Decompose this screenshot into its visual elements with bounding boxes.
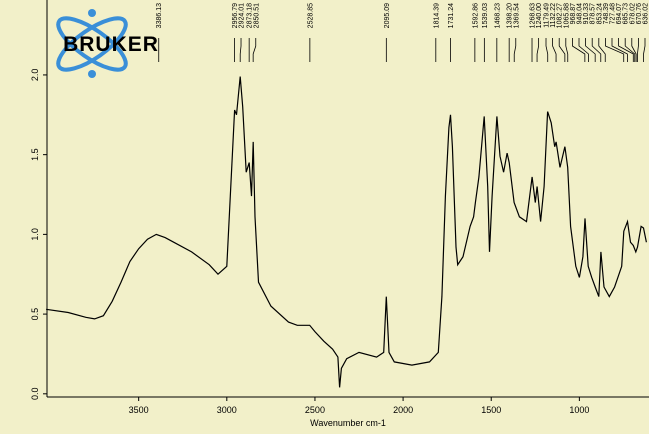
peak-label: 1065.88: [563, 3, 570, 28]
peak-label: 636.02: [643, 3, 649, 25]
spectrum-line: [46, 76, 647, 388]
peak-label: 694.07: [616, 3, 623, 25]
peak-marker: [624, 38, 636, 62]
peak-marker: [545, 38, 549, 62]
y-tick-label: 0.5: [30, 308, 40, 321]
x-tick-label: 3000: [217, 405, 237, 415]
peak-label: 968.87: [570, 3, 577, 25]
peak-marker: [572, 38, 586, 62]
peak-label: 1592.86: [472, 3, 479, 28]
peak-label: 1082.27: [557, 3, 564, 28]
y-tick-label: 1.5: [30, 148, 40, 161]
peak-marker: [513, 38, 517, 62]
peak-marker: [643, 38, 646, 62]
peak-label: 2850.51: [253, 3, 260, 28]
peak-marker: [611, 38, 628, 62]
peak-label: 2528.85: [307, 3, 314, 28]
peak-label: 1369.54: [513, 3, 520, 28]
x-tick-label: 1500: [481, 405, 501, 415]
peak-label: 2956.79: [232, 3, 239, 28]
x-axis-label: Wavenumber cm-1: [310, 418, 386, 428]
peak-marker: [558, 38, 566, 62]
peak-label: 727.48: [610, 3, 617, 25]
peak-label: 1132.22: [550, 3, 557, 28]
peak-label: 1268.63: [530, 3, 537, 28]
peak-label: 1731.24: [448, 3, 455, 28]
peak-marker: [536, 38, 540, 62]
peak-label: 1240.00: [536, 3, 543, 28]
x-tick-label: 3500: [129, 405, 149, 415]
peak-label: 685.73: [623, 3, 630, 25]
peak-marker: [585, 38, 596, 62]
peak-label: 948.04: [577, 3, 584, 25]
logo-text: BRUKER: [63, 33, 159, 56]
y-tick-label: 2.0: [30, 69, 40, 82]
y-tick-label: 1.0: [30, 228, 40, 241]
peak-label: 878.57: [590, 3, 597, 25]
peak-marker: [239, 38, 242, 62]
logo: BRUKER: [56, 9, 159, 78]
peak-label: 678.02: [629, 3, 636, 25]
peak-marker: [552, 38, 557, 62]
peak-label: 1539.03: [482, 3, 489, 28]
peak-label: 1179.49: [544, 3, 551, 28]
peak-label: 853.24: [596, 3, 603, 25]
peak-marker: [591, 38, 602, 62]
peak-label: 670.76: [636, 3, 643, 25]
peak-label: 1468.23: [494, 3, 501, 28]
peak-marker: [598, 38, 606, 62]
peak-label: 2924.01: [239, 3, 246, 28]
peak-marker: [637, 38, 639, 62]
peak-label: 2873.18: [247, 3, 254, 28]
peak-label: 1814.39: [433, 3, 440, 28]
peak-label: 910.33: [583, 3, 590, 25]
peak-label: 1398.20: [507, 3, 514, 28]
peak-label: 2095.09: [384, 3, 391, 28]
peak-marker: [605, 38, 625, 62]
peak-marker: [565, 38, 569, 62]
peak-marker: [578, 38, 589, 62]
x-tick-label: 2000: [393, 405, 413, 415]
peak-label: 748.39: [603, 3, 610, 25]
peak-marker: [631, 38, 637, 62]
y-tick-label: 0.0: [30, 388, 40, 401]
peak-marker: [618, 38, 634, 62]
x-tick-label: 1000: [569, 405, 589, 415]
peak-label: 3386.13: [156, 3, 163, 28]
x-tick-label: 2500: [305, 405, 325, 415]
peak-marker: [252, 38, 257, 62]
